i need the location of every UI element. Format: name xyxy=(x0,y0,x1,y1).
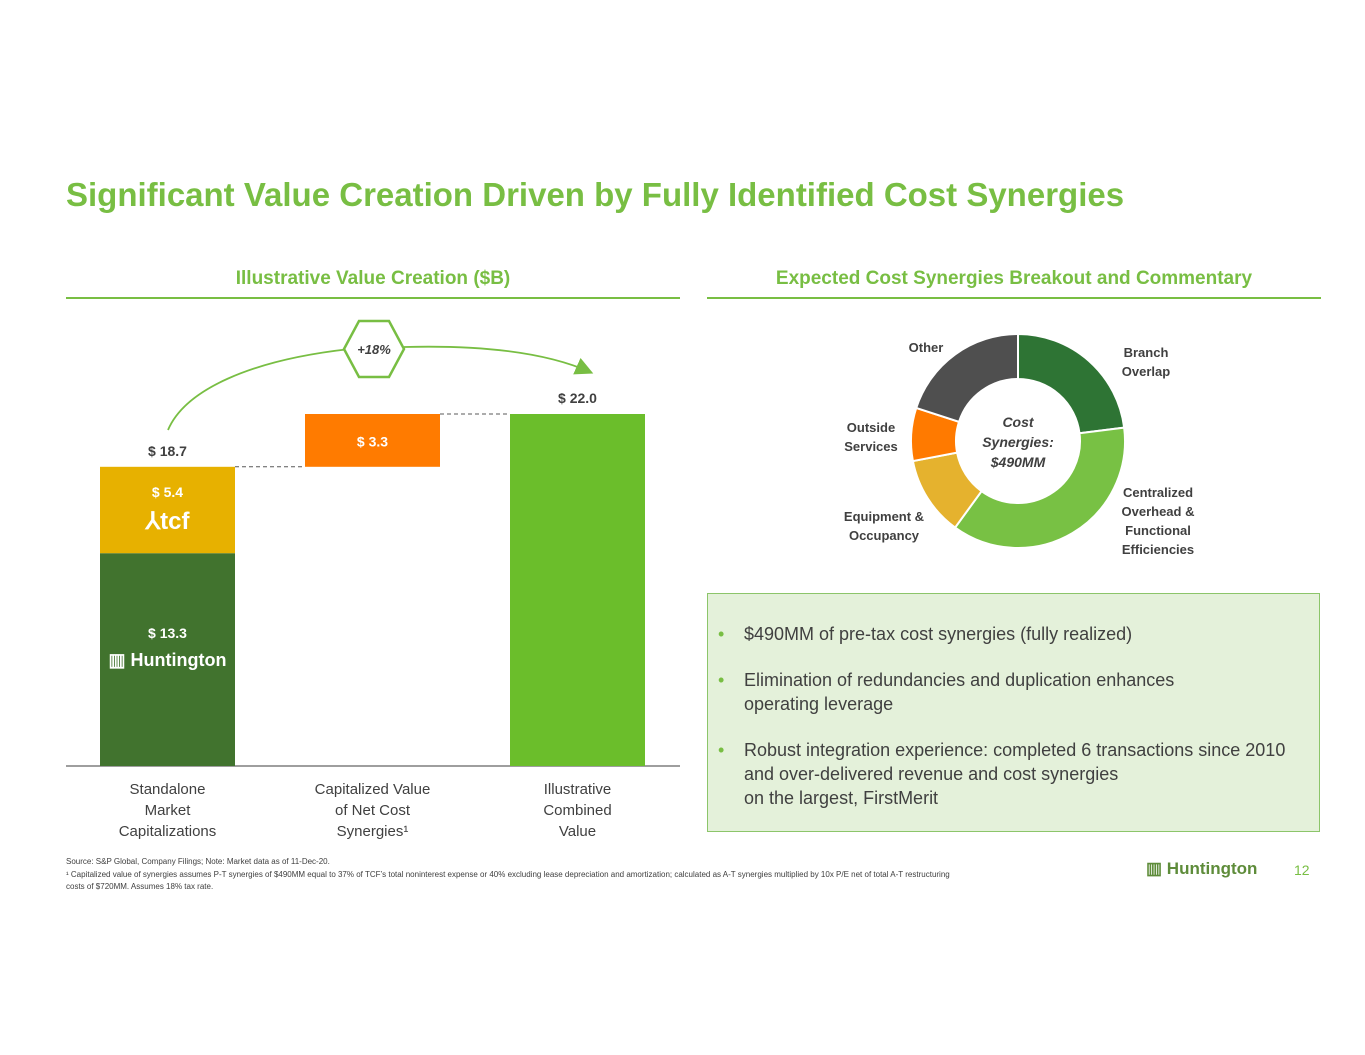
donut-slice-label: Functional xyxy=(1125,523,1191,538)
donut-slice-label: Occupancy xyxy=(849,528,920,543)
category-label: Illustrative xyxy=(544,781,612,798)
footnote-line: Source: S&P Global, Company Filings; Not… xyxy=(66,857,330,866)
donut-slice-label: Outside xyxy=(847,420,895,435)
category-label: Combined xyxy=(543,802,611,819)
bullet-text: Robust integration experience: completed… xyxy=(744,738,1304,810)
donut-slice-label: Services xyxy=(844,439,898,454)
bullet-line: Robust integration experience: completed… xyxy=(744,740,1286,760)
donut-slice-label: Overhead & xyxy=(1122,504,1195,519)
bullet-line: on the largest, FirstMerit xyxy=(744,788,939,808)
bar-value-label: $ 13.3 xyxy=(148,625,187,641)
value-creation-bar-chart: $ 13.3 ▥ Huntington $ 5.4 ⅄tcf $ 3.3 $ 18.7 $ … xyxy=(66,319,680,840)
bar-segment-2 xyxy=(305,414,440,467)
bullet-text: Elimination of redundancies and duplicat… xyxy=(744,668,1304,716)
bar-value-label: $ 3.3 xyxy=(357,433,388,449)
right-section-header: Expected Cost Synergies Breakout and Com… xyxy=(775,268,1253,289)
cost-synergies-donut-chart: Branch Overlap Centralized Overhead & Functi… xyxy=(844,332,1195,557)
page-number: 12 xyxy=(1294,862,1310,878)
bar-tcf xyxy=(100,466,235,554)
donut-center-label: $490MM xyxy=(990,454,1046,470)
donut-slice-centralized-overhead-functional-efficiencies xyxy=(953,426,1126,549)
bar-total-label: $ 18.7 xyxy=(148,443,187,459)
commentary-box: • $490MM of pre-tax cost synergies (fully… xyxy=(707,593,1320,832)
bar-value-label: $ 5.4 xyxy=(152,484,183,500)
category-label: Capitalized Value xyxy=(315,781,431,798)
category-label: Synergies¹ xyxy=(337,823,409,840)
right-section-rule xyxy=(707,297,1321,299)
huntington-logo: ▥ Huntington xyxy=(109,650,227,670)
category-label: of Net Cost xyxy=(335,802,411,819)
tcf-logo: ⅄tcf xyxy=(145,508,191,535)
category-label: Value xyxy=(559,823,596,840)
donut-center-label: Synergies: xyxy=(982,434,1054,450)
donut-slice-label: Efficiencies xyxy=(1122,542,1194,557)
bar-huntington xyxy=(100,553,235,766)
donut-center-label: Cost xyxy=(1002,414,1034,430)
growth-arc-arrow xyxy=(403,345,594,375)
bullet-line: and over-delivered revenue and cost syne… xyxy=(744,764,1119,784)
donut-slice-other xyxy=(914,332,1019,424)
growth-annotation: +18% xyxy=(357,342,391,357)
page-title: Significant Value Creation Driven by Ful… xyxy=(66,176,1125,213)
footer-huntington-logo: ▥ Huntington xyxy=(1146,859,1257,879)
left-section-header: Illustrative Value Creation ($B) xyxy=(235,268,511,289)
bullet-icon: • xyxy=(718,740,725,760)
bullet-line: $490MM of pre-tax cost synergies (fully … xyxy=(744,624,1133,644)
bullet-icon: • xyxy=(718,670,725,690)
donut-slice-branch-overlap xyxy=(1017,332,1126,435)
footnote-line: ¹ Capitalized value of synergies assumes… xyxy=(66,870,950,879)
donut-slice-label: Other xyxy=(909,340,944,355)
donut-slice-label: Branch xyxy=(1124,345,1169,360)
footnote-line: costs of $720MM. Assumes 18% tax rate. xyxy=(66,882,214,891)
donut-slice-label: Overlap xyxy=(1122,364,1170,379)
left-section-rule xyxy=(66,297,680,299)
bullet-text: $490MM of pre-tax cost synergies (fully … xyxy=(744,622,1304,646)
donut-slice-label: Equipment & xyxy=(844,509,924,524)
bar-segment-3 xyxy=(510,414,645,766)
bullet-icon: • xyxy=(718,624,725,644)
bullet-line: Elimination of redundancies and duplicat… xyxy=(744,670,1175,690)
donut-slice-label: Centralized xyxy=(1123,485,1193,500)
growth-arc xyxy=(167,348,351,431)
huntington-logo-icon: ▥ xyxy=(1146,859,1167,878)
footer-logo-text: Huntington xyxy=(1166,859,1258,878)
category-label: Market xyxy=(145,802,192,819)
category-label: Standalone xyxy=(130,781,206,798)
category-label: Capitalizations xyxy=(119,823,217,840)
bullet-line: operating leverage xyxy=(744,694,894,714)
bar-total-label: $ 22.0 xyxy=(558,390,597,406)
growth-hexagon xyxy=(342,319,406,379)
